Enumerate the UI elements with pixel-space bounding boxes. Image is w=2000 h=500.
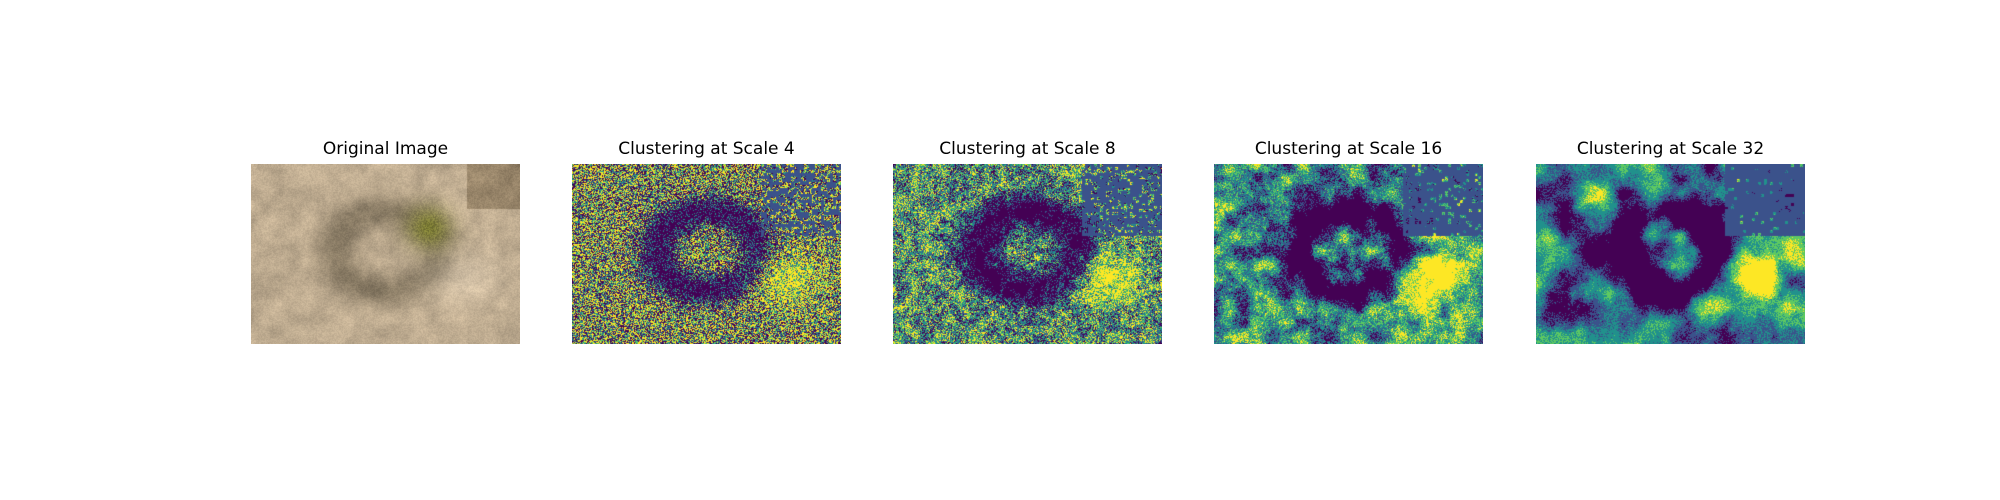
cluster-map-scale-16 <box>1214 164 1483 344</box>
panel-title: Clustering at Scale 16 <box>1254 139 1443 159</box>
cluster-map-scale-32 <box>1536 164 1805 344</box>
panel-title: Clustering at Scale 8 <box>939 139 1116 159</box>
cluster-map-scale-4 <box>572 164 841 344</box>
original-aerial-photo <box>251 164 520 344</box>
panel-title: Clustering at Scale 4 <box>618 139 795 159</box>
panel-title: Original Image <box>322 139 449 159</box>
panel-title: Clustering at Scale 32 <box>1576 139 1765 159</box>
cluster-map-scale-8 <box>893 164 1162 344</box>
